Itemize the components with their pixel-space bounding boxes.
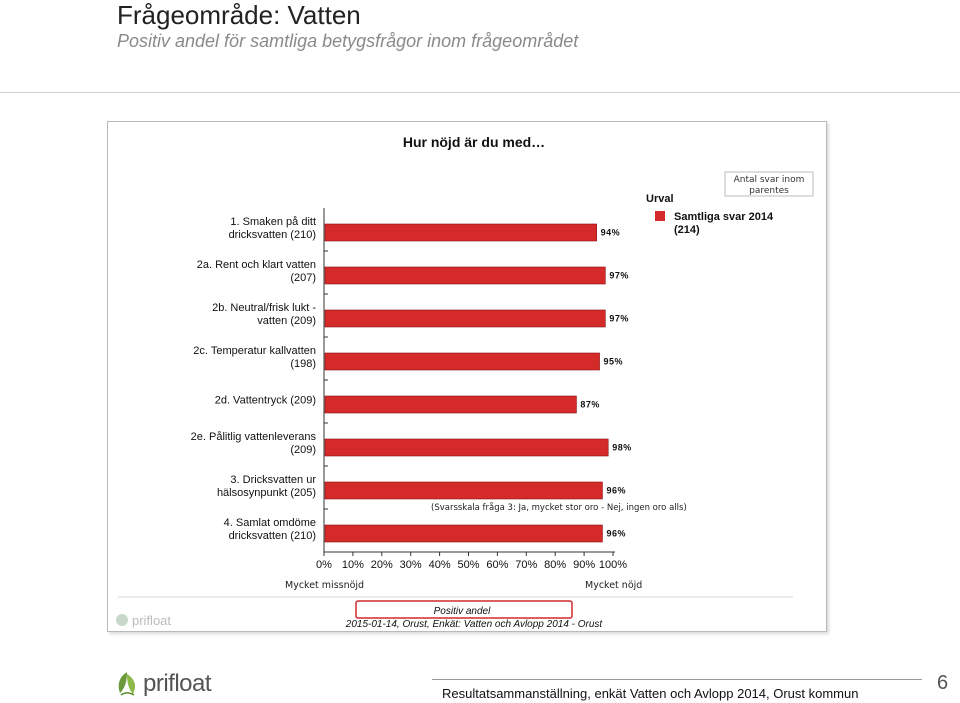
bar-value-label: 98%: [612, 443, 632, 453]
bar: [324, 438, 609, 457]
category-label: vatten (209): [257, 315, 316, 327]
x-tick-label: 10%: [342, 559, 364, 571]
x-tick-label: 20%: [371, 559, 393, 571]
category-label: 2b. Neutral/frisk lukt -: [212, 302, 316, 314]
category-label: 2e. Pålitlig vattenleverans: [191, 431, 317, 443]
bar: [324, 352, 600, 371]
bar-value-label: 96%: [606, 486, 626, 496]
x-tick-label: 50%: [457, 559, 479, 571]
footer-text: Resultatsammanställning, enkät Vatten oc…: [442, 686, 859, 701]
x-tick-label: 30%: [400, 559, 422, 571]
x-axis-title-highlight: [355, 600, 573, 619]
note-box-line-1: Antal svar inom: [734, 175, 805, 185]
x-tick-label: 40%: [429, 559, 451, 571]
leaf-icon: [118, 672, 135, 696]
chart-axes: [323, 208, 615, 556]
page-title: Frågeområde: Vatten: [117, 0, 361, 30]
x-tick-label: 60%: [486, 559, 508, 571]
legend-swatch: [655, 211, 665, 221]
bar-value-label: 96%: [606, 529, 626, 539]
category-label: 2a. Rent och klart vatten: [197, 259, 316, 271]
bar-value-label: 95%: [604, 357, 624, 367]
chart-title: Hur nöjd är du med…: [403, 134, 545, 150]
x-tick-label: 0%: [316, 559, 332, 571]
category-label: hälsosynpunkt (205): [217, 487, 316, 499]
chart-bars: [324, 223, 609, 543]
legend-label-line-2: (214): [674, 224, 700, 236]
scale-note: (Svarsskala fråga 3: Ja, mycket stor oro…: [431, 502, 687, 513]
watermark-text: prifloat: [132, 613, 171, 628]
bar-value-label: 97%: [609, 271, 629, 281]
category-label: (198): [290, 358, 316, 370]
bar: [324, 524, 603, 543]
chart-watermark: prifloat: [116, 613, 171, 628]
x-tick-label: 80%: [544, 559, 566, 571]
watermark-logo-icon: [116, 614, 128, 626]
logo-text: prifloat: [143, 670, 212, 697]
bar-value-label: 94%: [601, 228, 621, 238]
bar: [324, 395, 577, 414]
chart-source: 2015-01-14, Orust, Enkät: Vatten och Avl…: [345, 619, 604, 630]
x-axis-title: Positiv andel: [434, 606, 491, 617]
bar-value-label: 87%: [580, 400, 600, 410]
bar: [324, 223, 597, 242]
category-label: 2d. Vattentryck (209): [215, 395, 316, 407]
page-number: 6: [937, 672, 949, 694]
legend-label-line-1: Samtliga svar 2014: [674, 211, 774, 223]
category-label: (209): [290, 444, 316, 456]
chart-panel: 0% 10% 20% 30% 40% 50% 60% 70% 80% 90% 100% 94% 1. S…: [107, 121, 827, 632]
category-label: dricksvatten (210): [229, 229, 316, 241]
category-label: (207): [290, 272, 316, 284]
title-divider: [0, 92, 960, 93]
x-right-label: Mycket nöjd: [585, 580, 642, 591]
note-box-line-2: parentes: [749, 186, 789, 196]
legend-title: Urval: [646, 193, 674, 205]
category-label: dricksvatten (210): [229, 530, 316, 542]
bar: [324, 309, 606, 328]
category-label: 4. Samlat omdöme: [224, 517, 316, 529]
prifloat-logo: prifloat: [116, 670, 212, 698]
x-left-label: Mycket missnöjd: [285, 580, 364, 591]
bar-value-label: 97%: [609, 314, 629, 324]
x-tick-label: 90%: [573, 559, 595, 571]
category-label: 3. Dricksvatten ur: [230, 474, 316, 486]
bar-chart: 0% 10% 20% 30% 40% 50% 60% 70% 80% 90% 100% 94% 1. S…: [116, 134, 814, 630]
footer-divider: [432, 679, 922, 680]
bar: [324, 481, 603, 500]
chart-legend: Urval Samtliga svar 2014 (214): [646, 193, 774, 236]
chart-labels: 0% 10% 20% 30% 40% 50% 60% 70% 80% 90% 100% 94% 1. S…: [191, 216, 632, 571]
category-label: 2c. Temperatur kallvatten: [193, 345, 316, 357]
page-subtitle: Positiv andel för samtliga betygsfrågor …: [117, 31, 579, 51]
bar: [324, 266, 606, 285]
x-tick-label: 100%: [599, 559, 627, 571]
note-box: Antal svar inom parentes: [724, 171, 814, 197]
x-tick-label: 70%: [515, 559, 537, 571]
category-label: 1. Smaken på ditt: [230, 216, 316, 228]
